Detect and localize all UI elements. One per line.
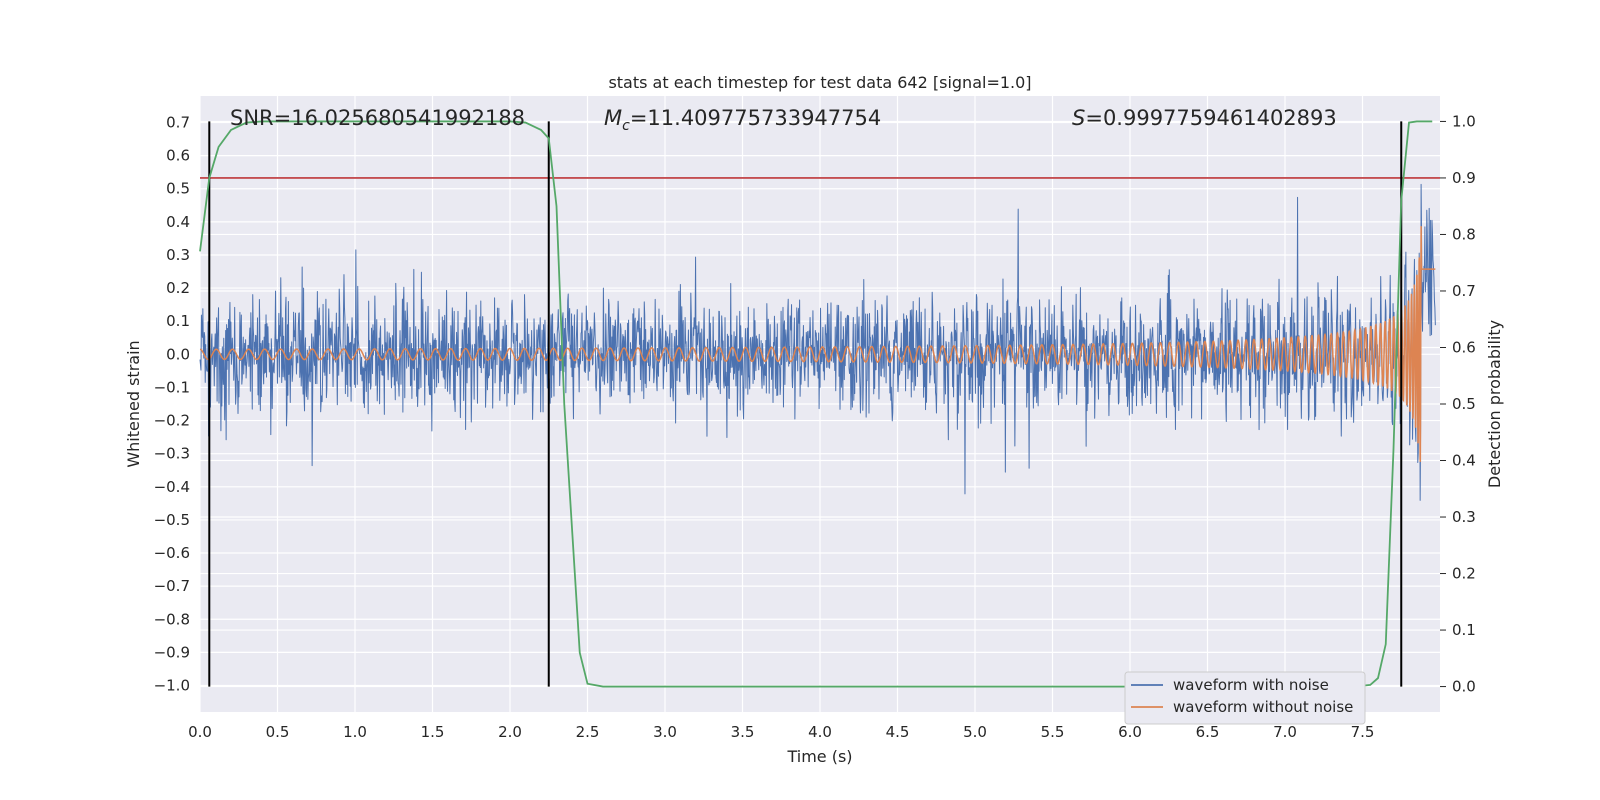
y-axis-right: 1.0 0.9 0.8 0.7 0.6 0.5 0.4 0.3 0.2 0.1 0.0 xyxy=(1440,112,1476,696)
y-axis-label: Whitened strain xyxy=(124,340,143,467)
s-symbol: S xyxy=(1072,106,1085,130)
legend-box xyxy=(1124,671,1366,725)
x-axis-label: Time (s) xyxy=(786,747,852,766)
y2-tick-label: 0.4 xyxy=(1452,452,1476,470)
statistic-annotation: S=0.9997759461402893 xyxy=(1072,106,1337,130)
x-tick-label: 4.0 xyxy=(808,723,832,741)
legend-label-noise: waveform with noise xyxy=(1173,676,1329,694)
y2-tick-label: 1.0 xyxy=(1452,112,1476,130)
y-tick-label: 0.4 xyxy=(166,213,190,231)
y2-axis-label: Detection probability xyxy=(1485,320,1504,488)
y-tick-label: 0.7 xyxy=(166,113,190,131)
y-tick-label: 0.1 xyxy=(166,312,190,330)
legend: waveform with noise waveform without noi… xyxy=(1124,671,1366,725)
s-value: =0.9997759461402893 xyxy=(1085,106,1336,130)
probability-line xyxy=(199,120,1433,688)
y-tick-label: 0.6 xyxy=(166,147,190,165)
x-tick-label: 6.5 xyxy=(1196,723,1220,741)
y2-tick-label: 0.9 xyxy=(1452,169,1476,187)
y2-tick-label: 0.2 xyxy=(1452,565,1476,583)
y-tick-label: −0.3 xyxy=(154,445,190,463)
y-tick-label: 0.3 xyxy=(166,246,190,264)
y2-tick-label: 0.1 xyxy=(1452,621,1476,639)
x-axis: 0.0 0.5 1.0 1.5 2.0 2.5 3.0 3.5 4.0 4.5 5.0 5.5 6.0 6… xyxy=(188,723,1374,741)
clean-trace xyxy=(199,226,1436,462)
series-waveform-without-noise xyxy=(199,226,1436,462)
x-tick-label: 7.0 xyxy=(1273,723,1297,741)
x-tick-label: 0.5 xyxy=(266,723,290,741)
x-tick-label: 1.0 xyxy=(343,723,367,741)
x-tick-label: 2.0 xyxy=(498,723,522,741)
y-tick-label: −1.0 xyxy=(154,677,190,695)
y-tick-label: −0.5 xyxy=(154,511,190,529)
chirp-mass-annotation: Mc=11.409775733947754 xyxy=(604,106,881,134)
y-tick-label: −0.9 xyxy=(154,643,190,661)
y2-tick-label: 0.5 xyxy=(1452,395,1476,413)
y-tick-label: −0.7 xyxy=(154,577,190,595)
y2-tick-label: 0.3 xyxy=(1452,508,1476,526)
mc-value: =11.409775733947754 xyxy=(630,106,881,130)
snr-annotation: SNR=16.025680541992188 xyxy=(230,106,525,130)
series-detection-probability xyxy=(199,120,1433,688)
x-tick-label: 4.5 xyxy=(886,723,910,741)
x-tick-label: 3.0 xyxy=(653,723,677,741)
y-tick-label: −0.2 xyxy=(154,412,190,430)
y2-tick-label: 0.8 xyxy=(1452,225,1476,243)
x-tick-label: 1.5 xyxy=(421,723,445,741)
y2-tick-label: 0.7 xyxy=(1452,282,1476,300)
y2-tick-label: 0.0 xyxy=(1452,678,1476,696)
y-tick-label: −0.1 xyxy=(154,378,190,396)
y-tick-label: 0.0 xyxy=(166,345,190,363)
chart-title: stats at each timestep for test data 642… xyxy=(608,73,1031,92)
y-axis-left: 0.7 0.6 0.5 0.4 0.3 0.2 0.1 0.0 −0.1 −0.2 −0.3 −0.4… xyxy=(154,113,190,694)
mc-symbol: M xyxy=(604,106,622,130)
x-tick-label: 6.0 xyxy=(1118,723,1142,741)
mc-subscript: c xyxy=(622,118,630,134)
legend-label-clean: waveform without noise xyxy=(1173,698,1353,716)
x-tick-label: 2.5 xyxy=(576,723,600,741)
x-tick-label: 0.0 xyxy=(188,723,212,741)
x-tick-label: 7.5 xyxy=(1351,723,1375,741)
x-tick-label: 3.5 xyxy=(731,723,755,741)
x-tick-label: 5.0 xyxy=(963,723,987,741)
y2-tick-label: 0.6 xyxy=(1452,338,1476,356)
grid xyxy=(199,96,1440,712)
y-tick-label: 0.2 xyxy=(166,279,190,297)
y-tick-label: −0.4 xyxy=(154,478,190,496)
y-tick-label: 0.5 xyxy=(166,180,190,198)
x-tick-label: 5.5 xyxy=(1041,723,1065,741)
y-tick-label: −0.6 xyxy=(154,544,190,562)
y-tick-label: −0.8 xyxy=(154,610,190,628)
